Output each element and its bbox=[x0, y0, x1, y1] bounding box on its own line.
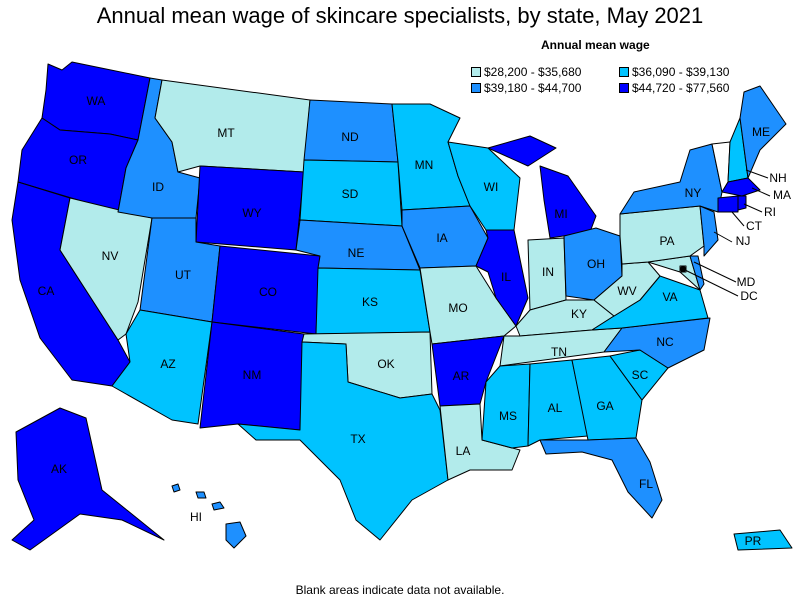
state-label: IL bbox=[501, 270, 511, 284]
legend-item: $28,200 - $35,680 bbox=[471, 65, 581, 79]
callout-leaders bbox=[682, 169, 771, 297]
state-label: FL bbox=[639, 477, 653, 491]
state-label: ME bbox=[752, 125, 770, 139]
state-RI[interactable] bbox=[737, 195, 747, 211]
state-label: CT bbox=[746, 219, 763, 233]
state-WV[interactable] bbox=[593, 261, 661, 317]
state-label: ND bbox=[341, 130, 359, 144]
state-label: KS bbox=[362, 295, 378, 309]
state-label: GA bbox=[596, 399, 613, 413]
state-LA[interactable] bbox=[439, 403, 521, 481]
state-label: AL bbox=[548, 401, 563, 415]
state-label: WV bbox=[617, 284, 636, 298]
state-label: WI bbox=[484, 180, 499, 194]
state-label: SC bbox=[632, 368, 649, 382]
state-NJ[interactable] bbox=[699, 205, 719, 257]
state-label: UT bbox=[175, 268, 192, 282]
legend-item: $39,180 - $44,700 bbox=[471, 81, 581, 95]
state-label: TN bbox=[551, 345, 567, 359]
legend-swatch bbox=[619, 83, 629, 93]
state-label: MD bbox=[737, 275, 756, 289]
legend-label: $36,090 - $39,130 bbox=[632, 65, 730, 79]
state-AK[interactable] bbox=[11, 407, 165, 551]
state-label: NM bbox=[243, 368, 262, 382]
legend-label: $39,180 - $44,700 bbox=[484, 81, 582, 95]
state-label: NV bbox=[102, 249, 119, 263]
state-label: ID bbox=[152, 180, 164, 194]
state-label: AZ bbox=[160, 357, 175, 371]
state-label: NY bbox=[685, 186, 702, 200]
state-label: MT bbox=[217, 126, 235, 140]
state-FL[interactable] bbox=[539, 437, 663, 519]
state-label: IA bbox=[436, 231, 447, 245]
state-TX[interactable] bbox=[237, 341, 449, 541]
map-title: Annual mean wage of skincare specialists… bbox=[96, 3, 704, 28]
state-label: WY bbox=[242, 206, 261, 220]
state-label: NE bbox=[348, 246, 365, 260]
state-label: KY bbox=[571, 307, 587, 321]
state-label: NC bbox=[656, 335, 674, 349]
state-label: WA bbox=[87, 94, 106, 108]
state-label: SD bbox=[342, 187, 359, 201]
state-label: AK bbox=[51, 462, 67, 476]
state-label: RI bbox=[764, 205, 776, 219]
state-NY[interactable] bbox=[619, 143, 723, 215]
state-label: VA bbox=[662, 290, 677, 304]
state-label: CO bbox=[259, 285, 277, 299]
state-MA[interactable] bbox=[721, 177, 761, 197]
state-label: IN bbox=[542, 265, 554, 279]
state-label: PA bbox=[659, 234, 674, 248]
legend-swatch bbox=[619, 67, 629, 77]
footnote: Blank areas indicate data not available. bbox=[295, 583, 505, 597]
state-GA[interactable] bbox=[571, 355, 643, 441]
state-PR[interactable] bbox=[733, 529, 793, 551]
state-AR[interactable] bbox=[431, 335, 505, 407]
state-CT[interactable] bbox=[717, 195, 739, 213]
legend-swatch bbox=[471, 83, 481, 93]
state-label: NH bbox=[769, 171, 786, 185]
state-label: MA bbox=[773, 188, 791, 202]
state-label: CA bbox=[38, 284, 55, 298]
dc-marker bbox=[680, 266, 686, 272]
state-MS[interactable] bbox=[481, 363, 531, 449]
state-DE[interactable] bbox=[689, 255, 705, 291]
state-label: OR bbox=[69, 153, 87, 167]
legend-item: $36,090 - $39,130 bbox=[619, 65, 729, 79]
legend-title: Annual mean wage bbox=[541, 38, 650, 52]
state-MO[interactable] bbox=[419, 265, 517, 345]
state-label: MO bbox=[448, 301, 467, 315]
state-label: HI bbox=[190, 510, 202, 524]
state-label: OH bbox=[587, 257, 605, 271]
state-label: OK bbox=[377, 357, 394, 371]
state-label: PR bbox=[745, 534, 762, 548]
state-label: MN bbox=[415, 158, 434, 172]
legend-label: $28,200 - $35,680 bbox=[484, 65, 582, 79]
state-label: MI bbox=[554, 207, 567, 221]
state-IL[interactable] bbox=[475, 229, 529, 327]
state-label: TX bbox=[350, 432, 365, 446]
legend-item: $44,720 - $77,560 bbox=[619, 81, 729, 95]
legend-swatch bbox=[471, 67, 481, 77]
state-AL[interactable] bbox=[527, 359, 589, 447]
state-label: DC bbox=[740, 289, 758, 303]
state-labels: WA OR CA NV ID MT WY UT CO AZ NM ND SD N… bbox=[38, 94, 791, 548]
state-label: AR bbox=[453, 369, 470, 383]
state-label: MS bbox=[499, 409, 517, 423]
state-label: NJ bbox=[736, 234, 751, 248]
legend-label: $44,720 - $77,560 bbox=[632, 81, 730, 95]
state-HI[interactable] bbox=[171, 483, 247, 549]
state-label: LA bbox=[456, 444, 471, 458]
